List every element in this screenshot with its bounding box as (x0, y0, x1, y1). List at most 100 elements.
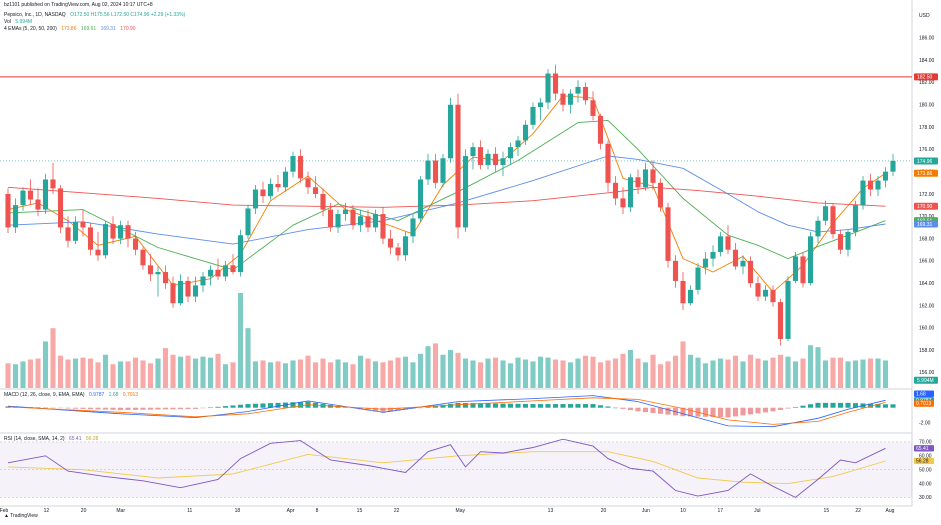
rsi-tick-label: 50.00 (919, 467, 932, 473)
volume-bar (522, 359, 529, 388)
macd-histogram-bar (792, 407, 799, 408)
macd-histogram-bar (785, 407, 791, 409)
ema5-value: 173.86 (61, 26, 77, 32)
rsi-tag-label: 65.41 (916, 446, 929, 452)
date-tick-label: 17 (717, 508, 723, 514)
volume-bar (312, 362, 319, 388)
macd-histogram-bar (560, 404, 566, 408)
volume-bar (830, 357, 836, 388)
candle-body (605, 143, 611, 183)
candle-body (620, 198, 626, 208)
volume-bar (42, 341, 49, 388)
symbol-title: Pepsico, Inc., 1D, NASDAQ (4, 12, 66, 18)
volume-bar (170, 354, 176, 388)
candle-body (740, 260, 746, 267)
volume-bar (237, 293, 244, 388)
macd-histogram-bar (200, 407, 206, 409)
macd-histogram-bar (582, 404, 589, 408)
volume-bar (440, 354, 446, 388)
macd-histogram-bar (140, 407, 146, 410)
volume-bar (132, 357, 139, 388)
macd-histogram-bar (102, 407, 109, 410)
volume-bar (770, 357, 776, 388)
volume-bar (20, 361, 26, 388)
candle-body (462, 156, 469, 228)
volume-bar (5, 363, 11, 388)
volume-bar (867, 358, 874, 388)
macd-histogram-bar (575, 404, 581, 408)
macd-histogram-bar (237, 404, 244, 408)
candle-body (785, 280, 791, 339)
tradingview-watermark: ▲ TradingView (4, 513, 38, 519)
candle-body (297, 156, 304, 179)
macd-histogram-bar (65, 407, 71, 409)
volume-bar (65, 359, 71, 388)
volume-bar (560, 360, 566, 388)
candle-body (177, 280, 184, 304)
volume-bar (305, 355, 311, 388)
candle-body (747, 260, 754, 284)
price-tick-label: 156.00 (919, 370, 935, 376)
date-tick-label: Apr (287, 508, 295, 514)
candle-body (245, 208, 251, 236)
volume-bar (680, 341, 686, 388)
candle-body (627, 177, 634, 208)
macd-histogram-bar (230, 405, 236, 408)
macd-histogram-bar (762, 407, 769, 413)
volume-bar (447, 350, 454, 388)
macd-histogram-bar (87, 407, 94, 410)
macd-histogram-bar (597, 405, 604, 408)
symbol-legend: Pepsico, Inc., 1D, NASDAQ O172.50 H175.5… (4, 12, 188, 19)
ohlc-values: O172.50 H175.56 L172.50 C174.96 +2.29 (+… (70, 12, 186, 18)
candle-body (335, 214, 341, 228)
macd-histogram-bar (657, 407, 664, 414)
date-tick-label: 11 (187, 508, 192, 514)
candle-body (560, 93, 566, 105)
candle-body (845, 231, 851, 250)
volume-bar (155, 358, 161, 388)
volume-bar (515, 357, 521, 388)
ema20-value: 169.61 (80, 26, 97, 32)
macd-histogram-bar (665, 407, 671, 415)
candle-body (537, 102, 544, 107)
candle-body (282, 171, 289, 188)
ema-line-3 (7, 155, 886, 245)
candle-body (815, 220, 821, 237)
macd-histogram-bar (275, 402, 281, 408)
date-tick-label: 10 (680, 508, 686, 514)
ema200-value: 170.90 (120, 26, 136, 32)
candle-body (185, 280, 191, 297)
volume-bar (207, 357, 214, 388)
volume-bar (125, 361, 131, 388)
macd-histogram-bar (177, 407, 184, 410)
volume-bar (462, 358, 469, 388)
macd-histogram-bar (507, 403, 514, 408)
rsi-tick-label: 40.00 (919, 481, 932, 487)
volume-bar (320, 358, 326, 388)
candle-body (642, 169, 649, 188)
volume-bar (732, 355, 739, 388)
date-tick-label: 18 (235, 508, 241, 514)
macd-histogram-bar (380, 407, 386, 413)
macd-histogram-bar (770, 407, 776, 412)
tradingview-logo-icon: ▲ (4, 513, 9, 519)
volume-bar (200, 356, 206, 388)
macd-histogram-bar (747, 407, 754, 415)
candle-body (410, 218, 416, 237)
candle-body (387, 238, 394, 248)
macd-histogram-bar (477, 403, 484, 408)
date-tick-label: 20 (601, 508, 607, 514)
macd-tick-label: -2.00 (919, 421, 931, 427)
volume-bar (642, 362, 649, 388)
volume-bar (500, 360, 506, 388)
candle-body (455, 104, 461, 228)
macd-histogram-bar (252, 403, 259, 408)
candle-body (875, 180, 881, 190)
volume-bar (372, 361, 379, 388)
candle-body (215, 269, 221, 277)
price-tag-label: 169.31 (917, 222, 933, 228)
price-tag-label: 5.994M (917, 378, 934, 384)
candle-body (402, 236, 409, 256)
candle-body (42, 179, 49, 210)
